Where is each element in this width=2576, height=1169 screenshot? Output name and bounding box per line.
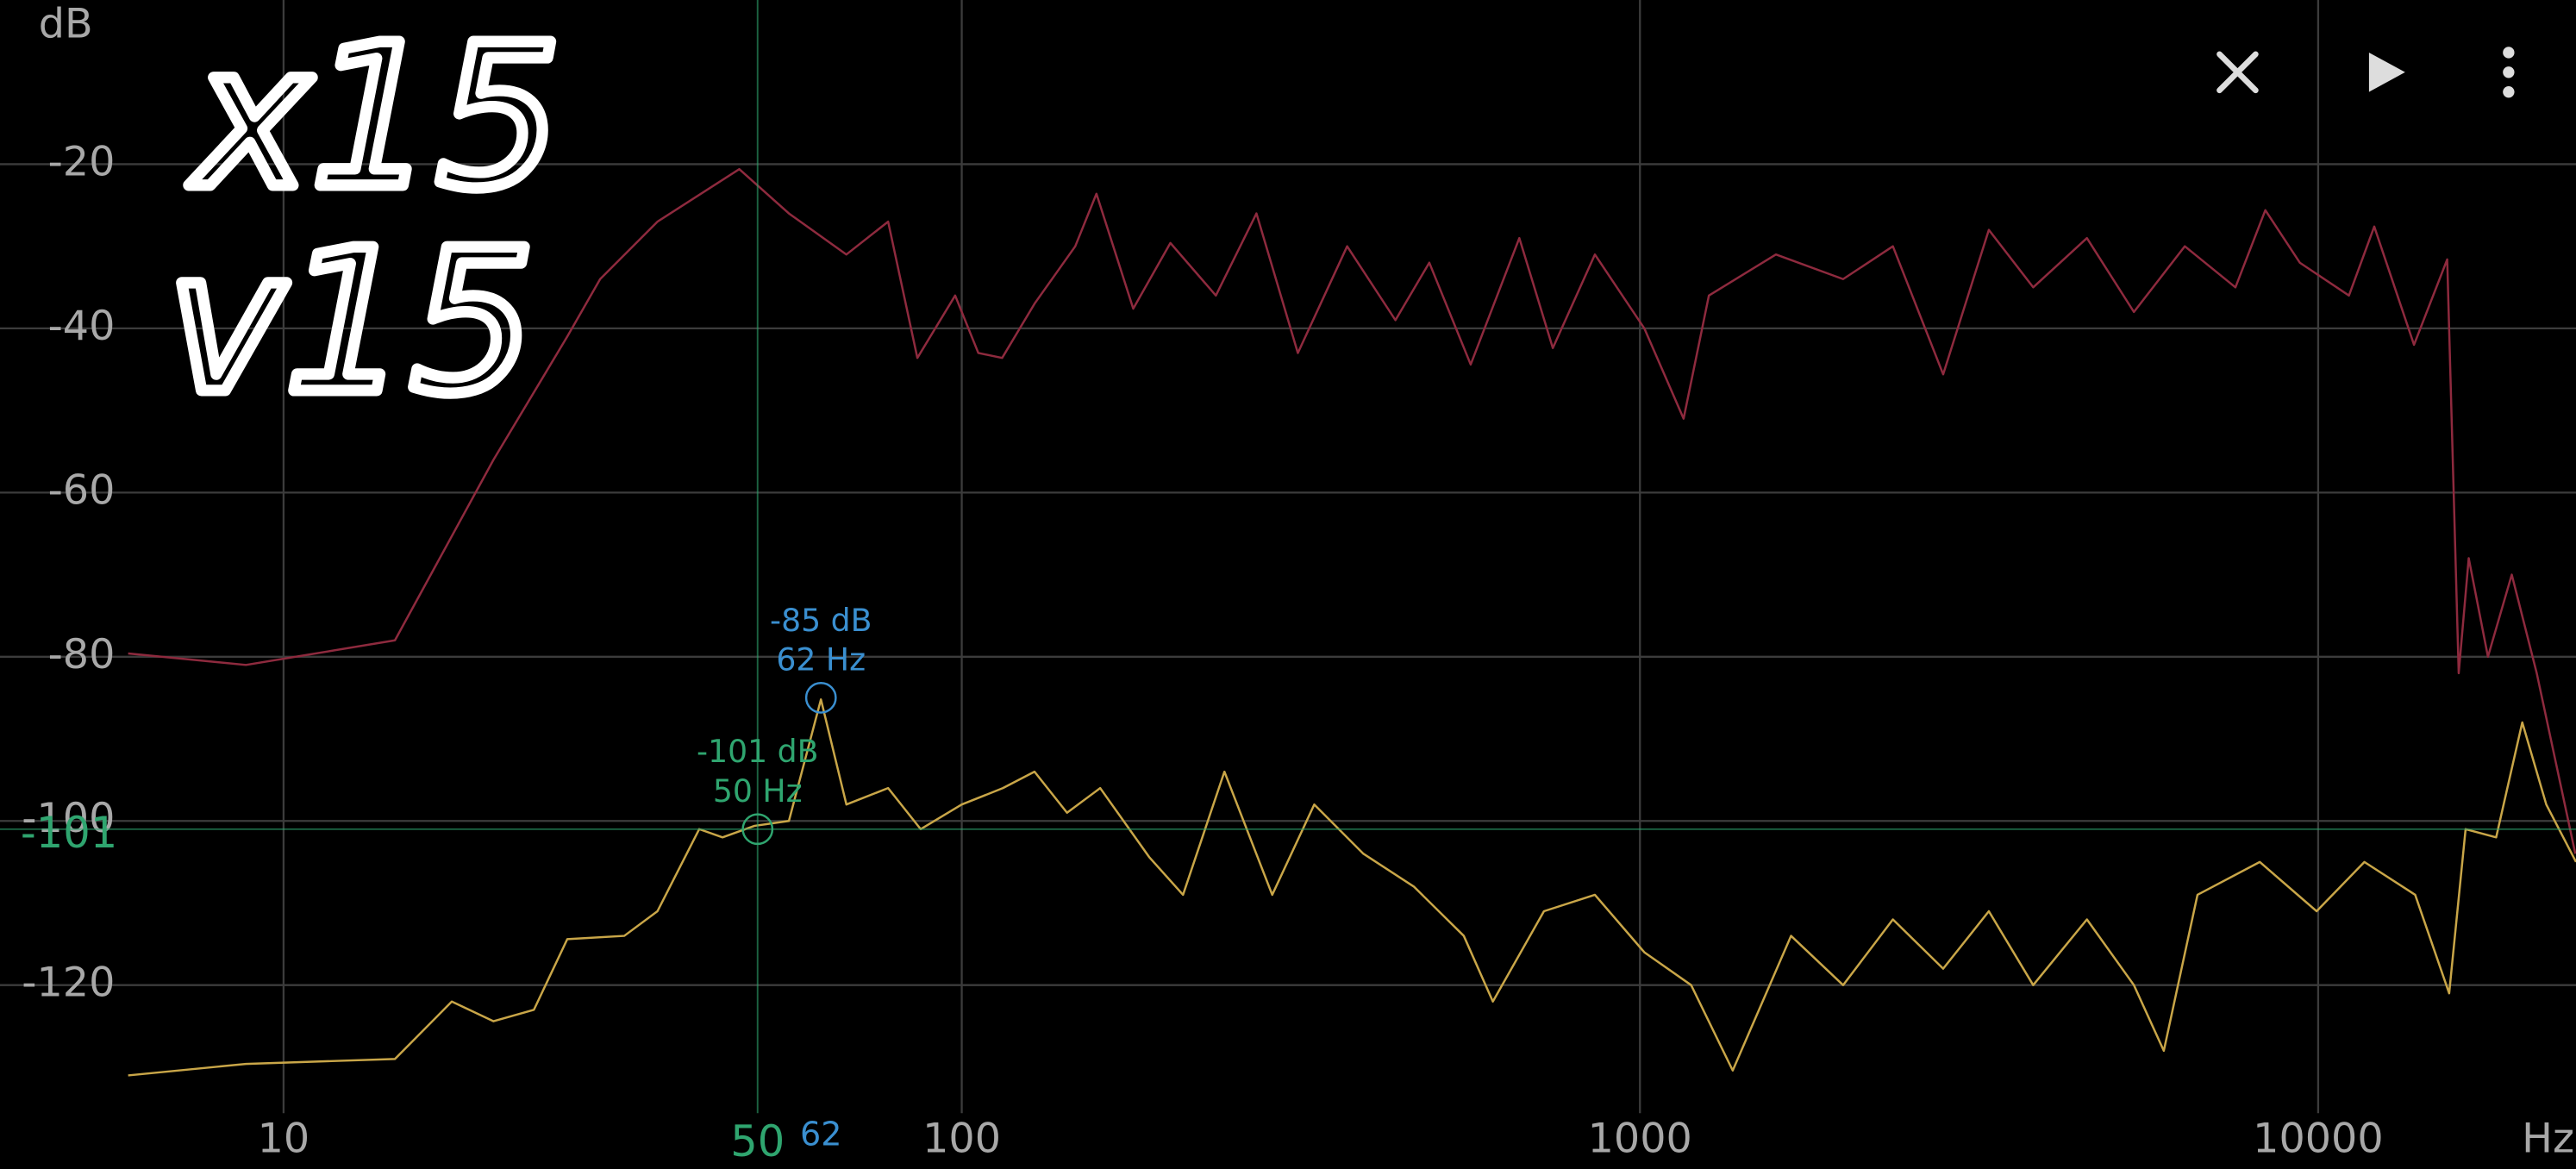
play-button[interactable] <box>2368 52 2405 92</box>
spectrum-line <box>128 167 2576 854</box>
x-tick-label: 100 <box>922 1116 1001 1163</box>
cursor-label: 62 Hz <box>776 641 866 678</box>
x-unit: Hz <box>2522 1116 2574 1163</box>
more-button[interactable] <box>2503 47 2515 98</box>
cursor-label: -101 dB <box>697 733 818 770</box>
y-tick-label: -80 <box>48 631 116 678</box>
spectrum-line <box>128 698 2576 1077</box>
toolbar <box>2216 47 2515 98</box>
x-tick-label: 1000 <box>1588 1116 1692 1163</box>
handwritten-note: x15 <box>189 3 561 232</box>
cursor-label: -85 dB <box>770 602 872 639</box>
cursor-x-label: 62 <box>800 1115 841 1153</box>
y-tick-label: -100 <box>22 795 115 842</box>
handwritten-note: v15 <box>167 208 535 437</box>
cursor-y-label: -101 <box>21 808 117 858</box>
y-tick-label: -20 <box>48 138 116 185</box>
cursor-marker <box>741 813 774 846</box>
close-button[interactable] <box>2216 51 2259 94</box>
x-tick-label: 10 <box>258 1116 310 1163</box>
cursor-label: 50 Hz <box>713 772 803 810</box>
y-tick-label: -60 <box>48 466 116 514</box>
y-unit: dB <box>39 0 93 47</box>
x-tick-label: 10000 <box>2253 1116 2383 1163</box>
cursor-marker <box>804 682 837 714</box>
cursor-x-label: 50 <box>730 1116 785 1166</box>
y-tick-label: -40 <box>48 303 116 350</box>
y-tick-label: -120 <box>22 960 115 1007</box>
